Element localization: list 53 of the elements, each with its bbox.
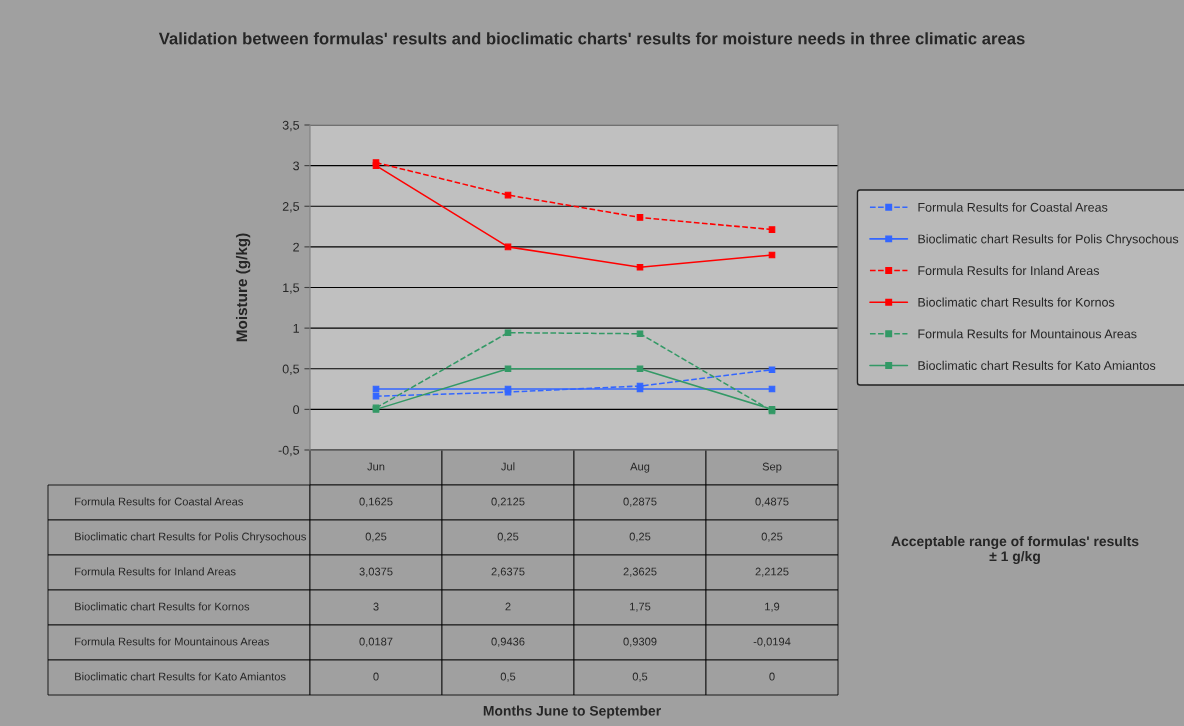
legend-label: Formula Results for Coastal Areas [918,202,1108,212]
data-label: -0,0194 [753,637,791,647]
y-tick-label: 3,5 [282,120,300,132]
data-label: 2,2125 [755,567,789,577]
y-tick-label: 1,5 [283,283,300,294]
y-axis-title: Moisture (g/kg) [235,233,251,342]
data-label: 0,25 [761,532,783,542]
data-label: 0,25 [629,532,651,542]
data-label: 0,25 [365,532,387,542]
x-tick-label: Sep [762,462,782,473]
data-label: 0,4875 [755,497,789,507]
data-label: 3,0375 [359,567,393,577]
legend-label: Formula Results for Mountainous Areas [918,329,1137,339]
data-label: 2,6375 [491,567,525,577]
data-label: 0,1625 [359,497,393,507]
y-tick-label: 2,5 [282,202,300,213]
text: Formula Results for Inland Areas [75,567,236,576]
legend-label: Formula Results for Inland Areas [918,265,1100,276]
data-label: 0,5 [500,672,516,682]
y-tick-label: 1 [293,324,299,333]
text: Formula Results for Mountainous Areas [75,637,269,646]
text: Bioclimatic chart Results for Kato Amiantos [75,672,286,681]
data-label: 0,5 [632,672,648,682]
x-tick-label: Jul [501,462,515,471]
data-label: 0 [373,672,379,681]
data-label: 1,9 [765,602,780,612]
data-label: 3 [373,602,379,611]
legend-label: Bioclimatic chart Results for Kornos [918,297,1115,307]
data-label: 0 [769,672,775,681]
data-label: 2,3625 [623,567,657,577]
y-tick-label: 2 [293,242,299,252]
data-label: 0,0187 [359,637,393,647]
data-label: 0,2875 [623,497,657,507]
x-tick-label: Jun [367,462,385,471]
chart-title: Validation between formulas' results and bioclimatic charts' results for moisture needs in three climatic areas [158,32,1025,45]
y-tick-label: 0,5 [282,364,300,375]
data-label: 0,2125 [491,497,525,507]
text: Months June to September [483,705,661,719]
y-tick-label: 3 [293,161,300,171]
legend-label: Bioclimatic chart Results for Polis Chrysochous [918,234,1179,246]
y-tick-label: -0,5 [278,445,300,457]
data-label: 0,25 [497,532,519,542]
x-tick-label: Aug [630,462,650,473]
data-label: 1,75 [630,602,651,612]
data-label: 0,9436 [491,637,525,647]
text: Bioclimatic chart Results for Kornos [75,602,250,611]
text: Acceptable range of formulas' results ± 1 g/kg [891,535,1139,565]
data-label: 2 [505,602,511,611]
text: Formula Results for Coastal Areas [75,497,243,506]
text: Bioclimatic chart Results for Polis Chrysochous [75,532,306,543]
data-label: 0,9309 [623,637,657,647]
y-tick-label: 0 [293,405,300,415]
legend-label: Bioclimatic chart Results for Kato Amiantos [918,360,1156,370]
